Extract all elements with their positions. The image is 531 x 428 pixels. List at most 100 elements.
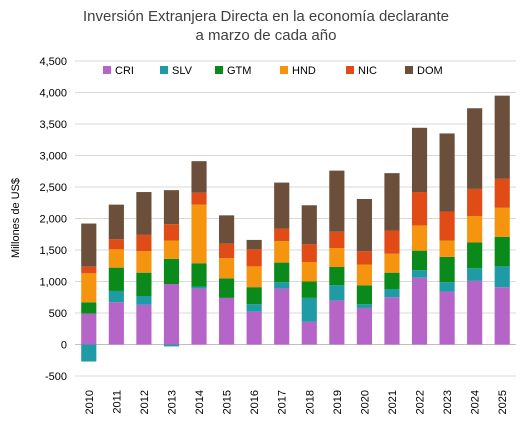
bar-segment-dom-2023 [439,133,455,212]
bar-segment-nic-2010 [81,266,97,274]
bar-segment-slv-2021 [384,289,400,298]
bar-segment-gtm-2016 [246,287,262,305]
chart-title-line-2: a marzo de cada año [196,27,337,44]
legend-label-nic: NIC [358,65,377,77]
bar-segment-hnd-2020 [356,264,372,286]
bar-segment-dom-2022 [411,127,428,193]
bar-segment-hnd-2014 [191,204,207,264]
bar-segment-gtm-2012 [136,272,152,296]
bar-segment-gtm-2011 [108,267,124,291]
y-tick-label: 4,500 [39,56,67,68]
bar-segment-dom-2017 [274,182,290,229]
bar-segment-hnd-2012 [136,251,152,273]
bar-segment-hnd-2016 [246,266,262,288]
bar-segment-cri-2017 [274,288,290,345]
x-tick-label: 2010 [84,390,96,414]
bar-segment-dom-2013 [163,190,180,225]
chart-title-line-1: Inversión Extranjera Directa en la econo… [83,8,449,25]
bar-segment-slv-2017 [274,282,290,289]
bar-segment-gtm-2014 [191,263,207,287]
bar-segment-gtm-2024 [467,242,483,269]
bar-segment-hnd-2010 [81,273,97,303]
bar-segment-hnd-2023 [439,240,455,257]
y-tick-label: 2,500 [39,182,67,194]
bar-segment-dom-2021 [384,173,400,231]
bar-segment-dom-2012 [136,192,152,235]
bar-segment-slv-2012 [136,295,152,305]
bar-segment-gtm-2022 [411,250,428,271]
bar-segment-cri-2020 [356,307,372,345]
legend-label-gtm: GTM [227,65,251,77]
bar-segment-cri-2019 [329,300,345,345]
y-tick-label: 2,000 [39,214,67,226]
bar-segment-cri-2012 [136,304,152,345]
bar-segment-cri-2021 [384,297,400,345]
bar-segment-slv-2013 [163,344,180,347]
legend-swatch-slv [160,66,168,74]
bar-segment-hnd-2024 [467,215,483,243]
bar-segment-slv-2024 [467,268,483,281]
bar-segment-gtm-2013 [163,258,180,285]
bar-segment-slv-2011 [108,290,124,303]
x-tick-label: 2015 [222,390,234,414]
x-tick-label: 2013 [166,390,178,414]
bar-segment-slv-2018 [301,297,317,322]
legend-swatch-gtm [215,66,223,74]
bar-segment-cri-2013 [163,284,180,345]
bar-segment-gtm-2010 [81,302,97,314]
y-tick-label: 0 [61,340,67,352]
legend-swatch-hnd [280,66,288,74]
bar-segment-dom-2025 [494,95,510,179]
bar-segment-cri-2023 [439,291,455,345]
bar-segment-gtm-2015 [219,278,235,298]
bar-segment-cri-2025 [494,287,510,345]
bar-segment-hnd-2015 [219,258,235,279]
y-tick-labels: -500 0 500 1,000 1,500 2,000 2,500 3,000 3,500 4,… [39,56,67,383]
bar-segment-hnd-2022 [411,225,428,251]
bar-segment-cri-2024 [467,280,483,345]
y-tick-label: 4,000 [39,88,67,100]
y-tick-label: 500 [49,308,67,320]
bar-segment-gtm-2021 [384,272,400,290]
bar-segment-slv-2019 [329,285,345,301]
bar-segment-gtm-2019 [329,267,345,286]
bar-segment-dom-2020 [356,198,372,252]
bar-segment-cri-2016 [246,311,262,345]
bar-segment-nic-2015 [219,243,235,259]
bar-segment-nic-2013 [163,224,180,241]
bar-segment-slv-2023 [439,282,455,292]
bar-segment-hnd-2013 [163,240,180,259]
bar-segment-nic-2014 [191,192,207,205]
y-tick-label: 1,000 [39,277,67,289]
bar-segment-cri-2015 [219,297,235,345]
legend-label-dom: DOM [417,65,443,77]
x-tick-label: 2012 [139,390,151,414]
bar-segment-slv-2016 [246,304,262,312]
bar-segment-dom-2010 [81,223,97,267]
bar-segment-cri-2022 [411,277,428,345]
bar-segment-slv-2022 [411,270,428,278]
bar-segment-gtm-2020 [356,285,372,305]
bar-segment-cri-2011 [108,302,124,345]
bar-segment-nic-2011 [108,239,124,250]
x-tick-label: 2025 [497,390,509,414]
bar-segment-nic-2021 [384,230,400,254]
bar-segment-hnd-2018 [301,261,317,282]
x-tick-label: 2019 [332,390,344,414]
x-tick-label: 2023 [442,390,454,414]
bar-segment-hnd-2025 [494,207,510,237]
bar-segment-cri-2010 [81,313,97,345]
bar-segment-nic-2023 [439,211,455,241]
legend: CRI SLV GTM HND NIC DOM [103,65,443,77]
x-tick-label: 2022 [415,390,427,414]
bar-segment-slv-2025 [494,266,510,288]
bar-segment-hnd-2021 [384,253,400,273]
bar-segment-gtm-2017 [274,262,290,283]
legend-label-slv: SLV [172,65,193,77]
bar-segment-cri-2014 [191,288,207,345]
bar-segment-dom-2015 [219,215,235,244]
bar-segment-cri-2018 [301,321,317,345]
bar-segment-hnd-2019 [329,248,345,268]
